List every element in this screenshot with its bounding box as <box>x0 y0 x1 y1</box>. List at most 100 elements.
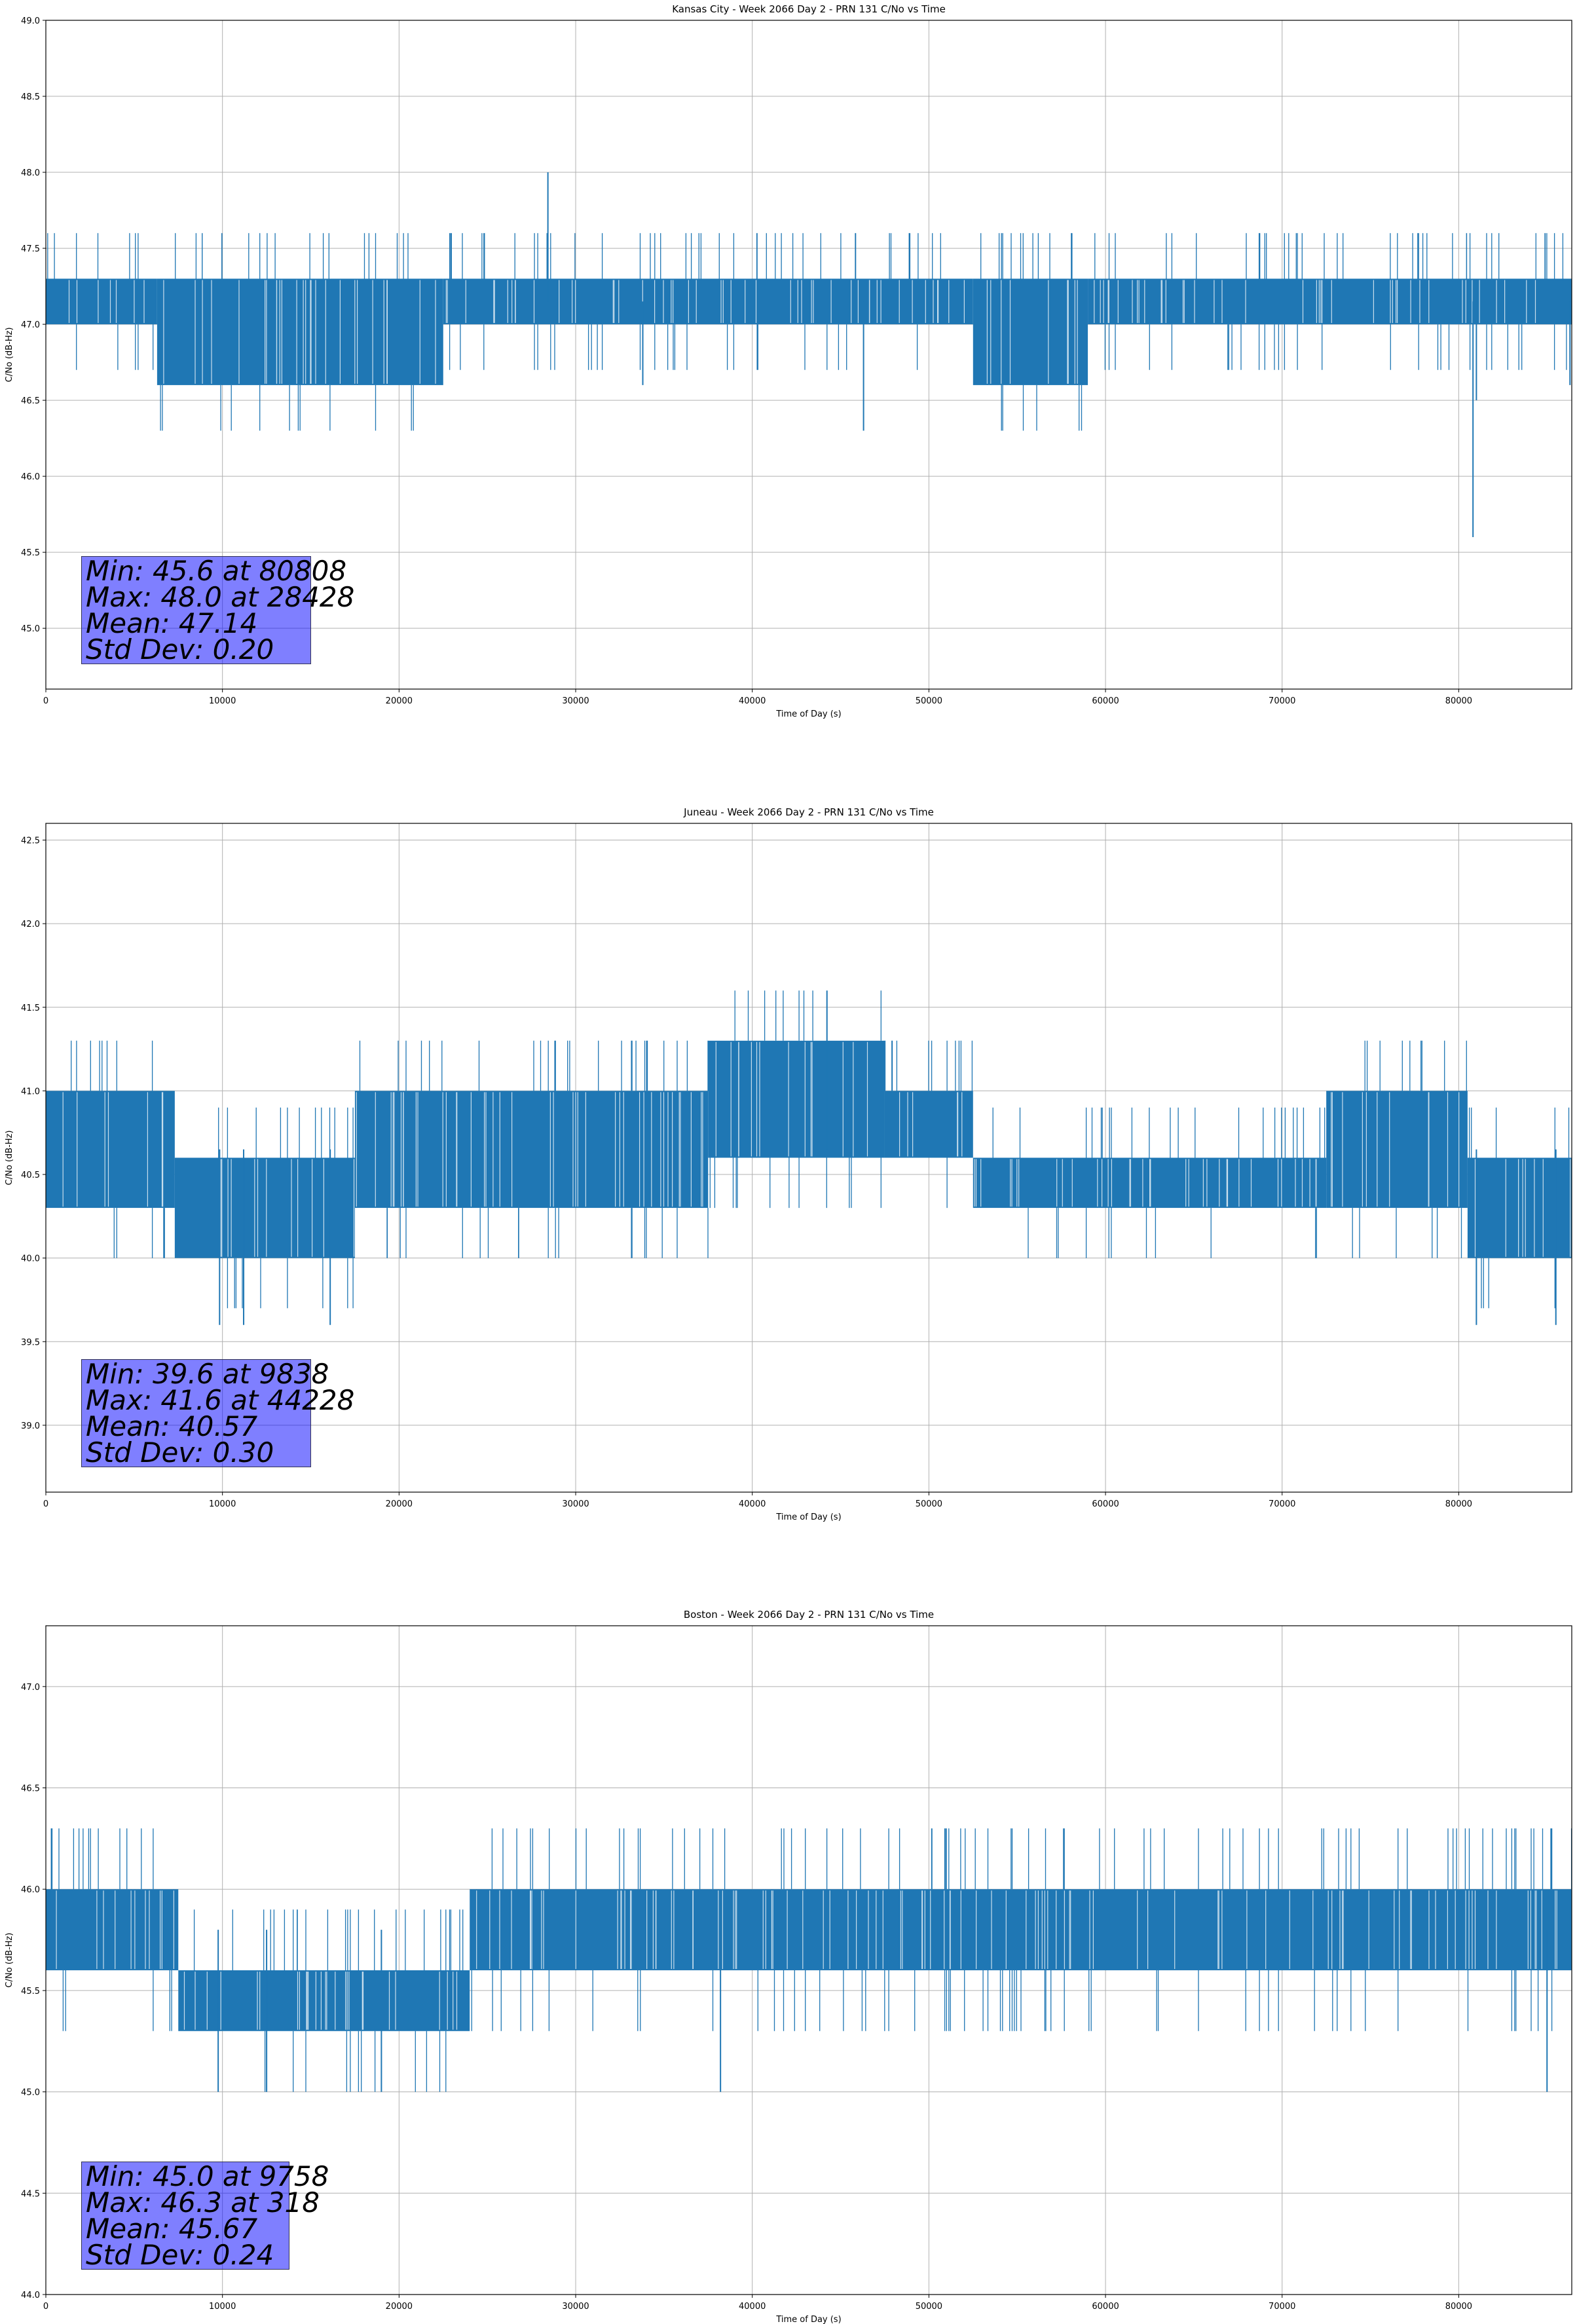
chart-panel-juneau: Juneau - Week 2066 Day 2 - PRN 131 C/No … <box>5 806 1572 1522</box>
y-tick-label: 47.0 <box>21 1683 40 1693</box>
plot-frame <box>45 20 1572 690</box>
y-tick-label: 47.5 <box>21 244 40 254</box>
x-tick-label: 50000 <box>916 1499 942 1509</box>
y-axis-label: C/No (dB-Hz) <box>5 1131 14 1186</box>
x-tick-label: 20000 <box>386 2302 413 2312</box>
series-band <box>470 1889 859 1970</box>
chart-panel-boston: Boston - Week 2066 Day 2 - PRN 131 C/No … <box>5 1609 1572 2324</box>
y-tick-label: 44.5 <box>21 2189 40 2199</box>
series-band <box>46 1889 179 1970</box>
series-band <box>1467 1157 1572 1258</box>
x-tick-label: 80000 <box>1445 2302 1472 2312</box>
data-series <box>46 990 1572 1325</box>
y-tick-label: 46.5 <box>21 1784 40 1794</box>
y-tick-label: 39.5 <box>21 1338 40 1347</box>
y-tick-label: 40.0 <box>21 1254 40 1264</box>
x-tick-label: 50000 <box>916 696 942 706</box>
y-axis-label: C/No (dB-Hz) <box>5 328 14 383</box>
x-tick-label: 60000 <box>1092 2302 1119 2312</box>
y-tick-label: 40.5 <box>21 1171 40 1180</box>
x-tick-label: 10000 <box>209 1499 236 1509</box>
series-texture <box>56 1890 1557 2030</box>
chart-title: Kansas City - Week 2066 Day 2 - PRN 131 … <box>672 3 946 15</box>
series-band <box>46 278 157 325</box>
stat-mean: Mean: 45.67 <box>86 2213 258 2245</box>
series-band <box>157 278 443 385</box>
y-tick-label: 44.0 <box>21 2291 40 2300</box>
series-band <box>1326 1091 1468 1209</box>
series-band <box>884 1091 973 1158</box>
series-band <box>858 1889 1572 1970</box>
x-tick-label: 80000 <box>1445 696 1472 706</box>
x-tick-label: 20000 <box>386 1499 413 1509</box>
x-axis-label: Time of Day (s) <box>775 2315 841 2324</box>
series-band <box>708 1040 885 1158</box>
stat-mean: Mean: 40.57 <box>86 1410 258 1442</box>
y-tick-label: 42.5 <box>21 836 40 846</box>
series-band <box>46 1091 175 1209</box>
y-tick-label: 45.0 <box>21 624 40 634</box>
x-tick-label: 10000 <box>209 696 236 706</box>
stats-box-juneau: Min: 39.6 at 9838 Max: 41.6 at 44228 Mea… <box>81 1358 355 1469</box>
chart-panel-kansas-city: Kansas City - Week 2066 Day 2 - PRN 131 … <box>5 3 1572 719</box>
x-tick-label: 20000 <box>386 696 413 706</box>
stat-min: Min: 45.0 at 9758 <box>86 2160 329 2192</box>
stats-box-boston: Min: 45.0 at 9758 Max: 46.3 at 318 Mean:… <box>81 2160 329 2271</box>
stat-max: Max: 41.6 at 44228 <box>86 1384 355 1416</box>
x-tick-label: 70000 <box>1269 696 1295 706</box>
stat-std-dev: Std Dev: 0.20 <box>86 633 274 665</box>
series-excursions <box>47 233 1567 431</box>
chart-title: Juneau - Week 2066 Day 2 - PRN 131 C/No … <box>683 806 934 818</box>
x-tick-label: 40000 <box>739 696 766 706</box>
x-tick-label: 70000 <box>1269 2302 1295 2312</box>
y-tick-label: 45.5 <box>21 548 40 558</box>
x-tick-label: 0 <box>43 2302 48 2312</box>
x-tick-label: 30000 <box>562 1499 589 1509</box>
series-texture <box>62 1041 1571 1257</box>
y-tick-label: 39.0 <box>21 1421 40 1431</box>
x-tick-label: 80000 <box>1445 1499 1472 1509</box>
stat-max: Max: 48.0 at 28428 <box>86 581 355 613</box>
chart-title: Boston - Week 2066 Day 2 - PRN 131 C/No … <box>684 1609 934 1621</box>
y-tick-label: 46.0 <box>21 472 40 482</box>
x-tick-label: 40000 <box>739 2302 766 2312</box>
plot-frame <box>45 1625 1572 2295</box>
y-tick-label: 45.5 <box>21 1987 40 1996</box>
x-axis-label: Time of Day (s) <box>775 1512 841 1522</box>
stat-std-dev: Std Dev: 0.30 <box>86 1436 274 1469</box>
data-series <box>46 1828 1572 2092</box>
series-band <box>1088 278 1572 325</box>
series-band <box>443 278 973 325</box>
stat-min: Min: 45.6 at 80808 <box>86 555 347 587</box>
series-texture <box>68 280 1536 384</box>
stats-box-kansas-city: Min: 45.6 at 80808 Max: 48.0 at 28428 Me… <box>81 555 355 665</box>
x-tick-label: 60000 <box>1092 1499 1119 1509</box>
y-tick-label: 46.0 <box>21 1885 40 1895</box>
stat-min: Min: 39.6 at 9838 <box>86 1358 329 1390</box>
y-tick-label: 42.0 <box>21 920 40 929</box>
y-tick-label: 46.5 <box>21 396 40 406</box>
y-tick-label: 48.5 <box>21 92 40 102</box>
data-series <box>46 172 1572 537</box>
y-axis-label: C/No (dB-Hz) <box>5 1933 14 1988</box>
x-tick-label: 70000 <box>1269 1499 1295 1509</box>
series-excursions <box>71 990 1570 1309</box>
stat-mean: Mean: 47.14 <box>86 607 258 639</box>
y-tick-label: 41.5 <box>21 1003 40 1013</box>
x-tick-label: 0 <box>43 1499 48 1509</box>
stat-std-dev: Std Dev: 0.24 <box>86 2239 274 2271</box>
series-band <box>174 1157 355 1258</box>
x-tick-label: 60000 <box>1092 696 1119 706</box>
x-tick-label: 0 <box>43 696 48 706</box>
y-tick-label: 48.0 <box>21 168 40 178</box>
series-band <box>354 1091 709 1209</box>
y-tick-label: 41.0 <box>21 1087 40 1096</box>
series-band <box>973 278 1088 385</box>
series-excursions <box>51 1828 1572 2092</box>
y-tick-label: 49.0 <box>21 16 40 26</box>
x-tick-label: 10000 <box>209 2302 236 2312</box>
x-tick-label: 30000 <box>562 2302 589 2312</box>
y-tick-label: 45.0 <box>21 2088 40 2098</box>
plot-frame <box>45 823 1572 1493</box>
x-tick-label: 30000 <box>562 696 589 706</box>
